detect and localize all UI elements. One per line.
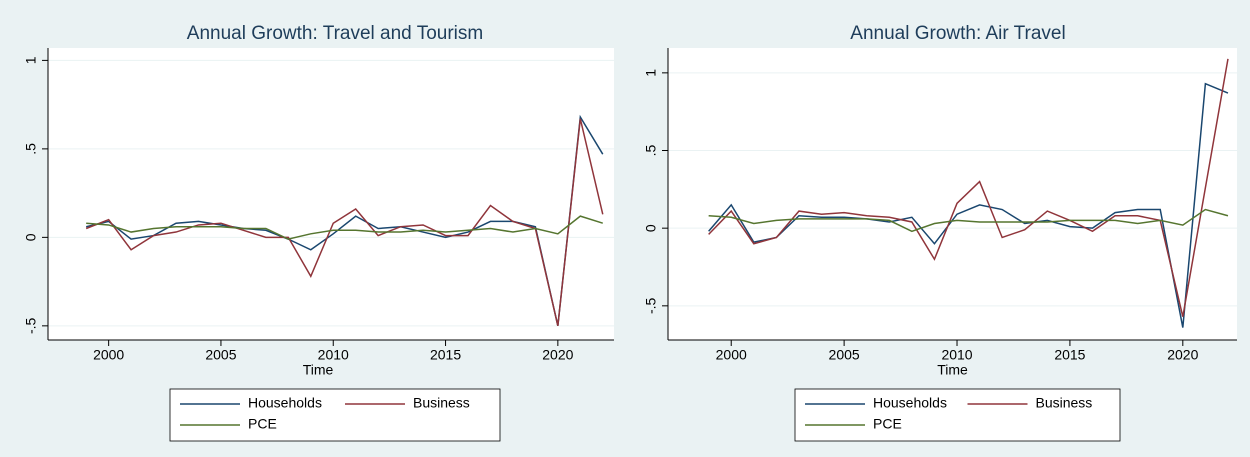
x-axis-title: Time <box>303 362 334 378</box>
y-tick-label: 0 <box>23 233 39 241</box>
series-line <box>708 58 1229 317</box>
legend-box <box>794 388 1121 442</box>
x-tick-label: 2010 <box>941 347 972 363</box>
legend-label: Business <box>1036 395 1093 411</box>
plot-area <box>668 48 1237 340</box>
y-tick-label: .5 <box>23 143 39 155</box>
x-axis-title: Time <box>937 362 968 378</box>
y-tick-label: 1 <box>23 56 39 64</box>
series-line <box>708 208 1229 233</box>
legend-label: Business <box>413 395 470 411</box>
y-tick-label: 0 <box>643 224 659 232</box>
legend-label: Households <box>873 395 947 411</box>
y-tick-label: .5 <box>643 144 659 156</box>
legend-box <box>169 388 501 442</box>
series-line <box>85 118 604 327</box>
y-tick-label: -.5 <box>643 297 659 314</box>
plot-area <box>48 48 614 340</box>
legend-label: Households <box>248 395 322 411</box>
chart-title: Annual Growth: Air Travel <box>850 23 1065 44</box>
x-tick-label: 2005 <box>829 347 860 363</box>
y-tick-label: -.5 <box>23 317 39 334</box>
x-tick-label: 2010 <box>318 347 349 363</box>
legend-label: PCE <box>873 416 902 432</box>
x-tick-label: 2015 <box>430 347 461 363</box>
series-line <box>86 215 603 240</box>
y-tick-label: 1 <box>643 69 659 77</box>
x-tick-label: 2015 <box>1054 347 1085 363</box>
legend-label: PCE <box>248 416 277 432</box>
x-tick-label: 2020 <box>1167 347 1198 363</box>
x-tick-label: 2000 <box>716 347 747 363</box>
x-tick-label: 2000 <box>93 347 124 363</box>
chart-title: Annual Growth: Travel and Tourism <box>187 23 483 44</box>
x-tick-label: 2020 <box>542 347 573 363</box>
x-tick-label: 2005 <box>205 347 236 363</box>
